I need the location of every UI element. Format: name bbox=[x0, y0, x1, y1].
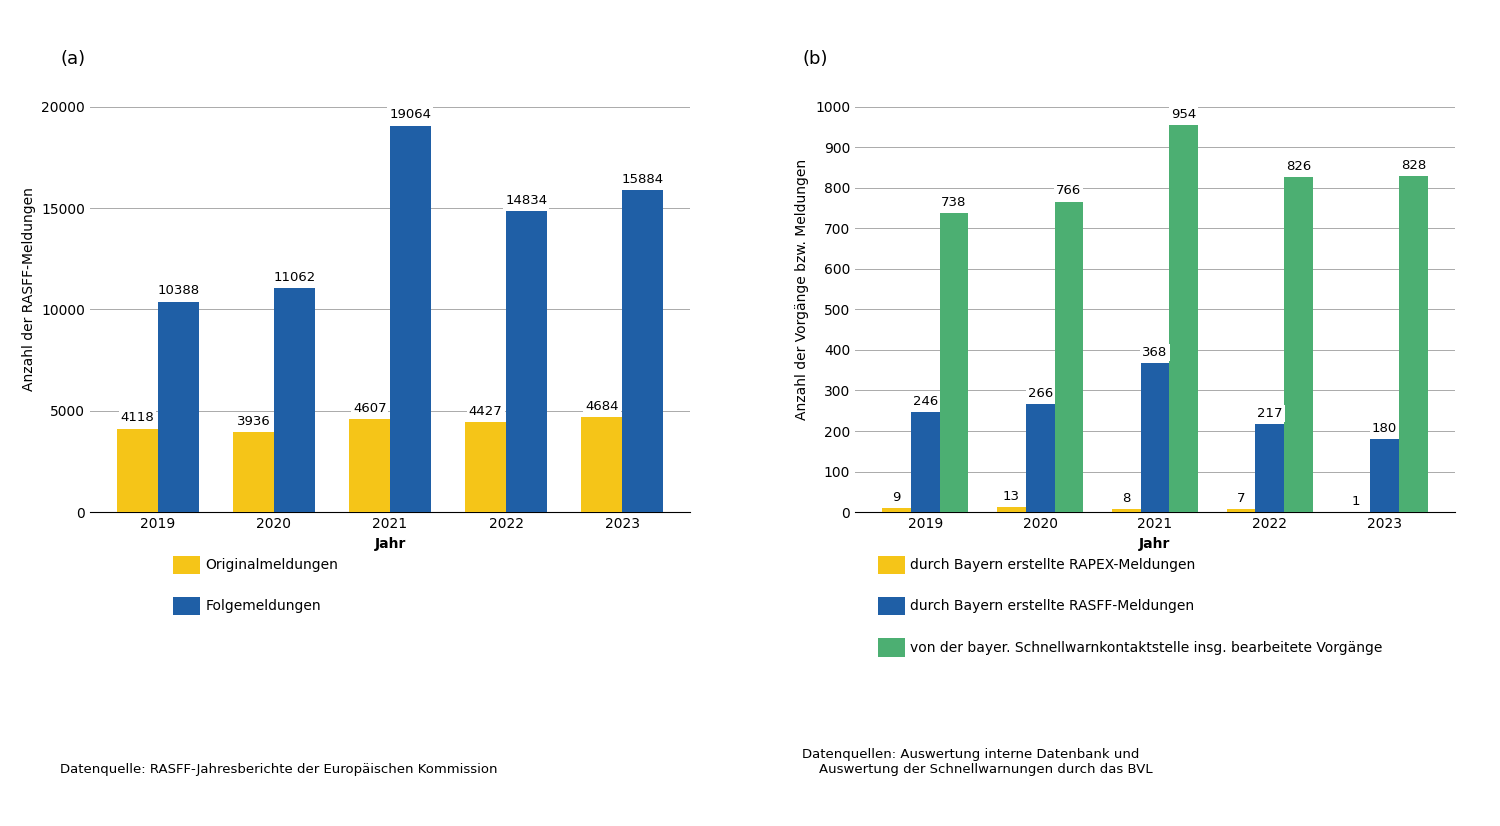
Text: 13: 13 bbox=[1004, 490, 1020, 503]
Y-axis label: Anzahl der RASFF-Meldungen: Anzahl der RASFF-Meldungen bbox=[21, 188, 36, 391]
Text: 10388: 10388 bbox=[158, 284, 200, 297]
Bar bbox=[1256, 424, 1284, 512]
Bar bbox=[582, 417, 622, 512]
Bar bbox=[465, 422, 506, 512]
Bar bbox=[158, 301, 198, 512]
Text: 4118: 4118 bbox=[120, 411, 154, 425]
Text: Datenquellen: Auswertung interne Datenbank und
    Auswertung der Schnellwarnung: Datenquellen: Auswertung interne Datenba… bbox=[802, 748, 1154, 776]
Text: 8: 8 bbox=[1122, 491, 1131, 505]
Text: 217: 217 bbox=[1257, 407, 1282, 420]
Bar bbox=[622, 190, 663, 512]
Bar bbox=[882, 509, 910, 512]
Bar bbox=[1026, 404, 1054, 512]
X-axis label: Jahr: Jahr bbox=[375, 537, 405, 551]
Text: (b): (b) bbox=[802, 50, 828, 68]
Bar bbox=[1284, 178, 1312, 512]
Text: 246: 246 bbox=[912, 395, 938, 408]
Bar bbox=[234, 432, 274, 512]
Bar bbox=[117, 429, 158, 512]
Y-axis label: Anzahl der Vorgänge bzw. Meldungen: Anzahl der Vorgänge bzw. Meldungen bbox=[795, 159, 810, 420]
Bar bbox=[1054, 202, 1083, 512]
Bar bbox=[939, 213, 969, 512]
X-axis label: Jahr: Jahr bbox=[1140, 537, 1170, 551]
Bar bbox=[506, 211, 546, 512]
Text: 738: 738 bbox=[942, 196, 966, 209]
Text: 4427: 4427 bbox=[470, 406, 502, 418]
Text: 19064: 19064 bbox=[390, 108, 432, 121]
Bar bbox=[274, 287, 315, 512]
Bar bbox=[1371, 439, 1400, 512]
Bar bbox=[998, 507, 1026, 512]
Bar bbox=[350, 419, 390, 512]
Bar bbox=[1400, 177, 1428, 512]
Bar bbox=[910, 412, 939, 512]
Text: 954: 954 bbox=[1172, 108, 1197, 121]
Text: (a): (a) bbox=[60, 50, 86, 68]
Text: 9: 9 bbox=[892, 491, 902, 505]
Text: Folgemeldungen: Folgemeldungen bbox=[206, 600, 321, 613]
Text: 180: 180 bbox=[1372, 422, 1398, 435]
Bar bbox=[390, 126, 430, 512]
Text: 4607: 4607 bbox=[352, 401, 387, 415]
Bar bbox=[1227, 510, 1256, 512]
Text: 766: 766 bbox=[1056, 184, 1082, 197]
Text: durch Bayern erstellte RASFF-Meldungen: durch Bayern erstellte RASFF-Meldungen bbox=[910, 600, 1194, 613]
Bar bbox=[1140, 363, 1170, 512]
Text: 3936: 3936 bbox=[237, 415, 270, 428]
Bar bbox=[1112, 509, 1140, 512]
Text: 15884: 15884 bbox=[621, 173, 663, 186]
Text: Originalmeldungen: Originalmeldungen bbox=[206, 558, 339, 572]
Text: 11062: 11062 bbox=[273, 271, 315, 283]
Text: 1: 1 bbox=[1352, 495, 1360, 507]
Text: 368: 368 bbox=[1143, 346, 1167, 358]
Text: 7: 7 bbox=[1238, 492, 1245, 506]
Text: 828: 828 bbox=[1401, 159, 1426, 172]
Text: 826: 826 bbox=[1286, 160, 1311, 173]
Text: 4684: 4684 bbox=[585, 400, 618, 413]
Text: Datenquelle: RASFF-Jahresberichte der Europäischen Kommission: Datenquelle: RASFF-Jahresberichte der Eu… bbox=[60, 763, 498, 776]
Text: 14834: 14834 bbox=[506, 194, 548, 207]
Bar bbox=[1170, 126, 1198, 512]
Text: von der bayer. Schnellwarnkontaktstelle insg. bearbeitete Vorgänge: von der bayer. Schnellwarnkontaktstelle … bbox=[910, 641, 1383, 654]
Text: 266: 266 bbox=[1028, 387, 1053, 400]
Text: durch Bayern erstellte RAPEX-Meldungen: durch Bayern erstellte RAPEX-Meldungen bbox=[910, 558, 1196, 572]
